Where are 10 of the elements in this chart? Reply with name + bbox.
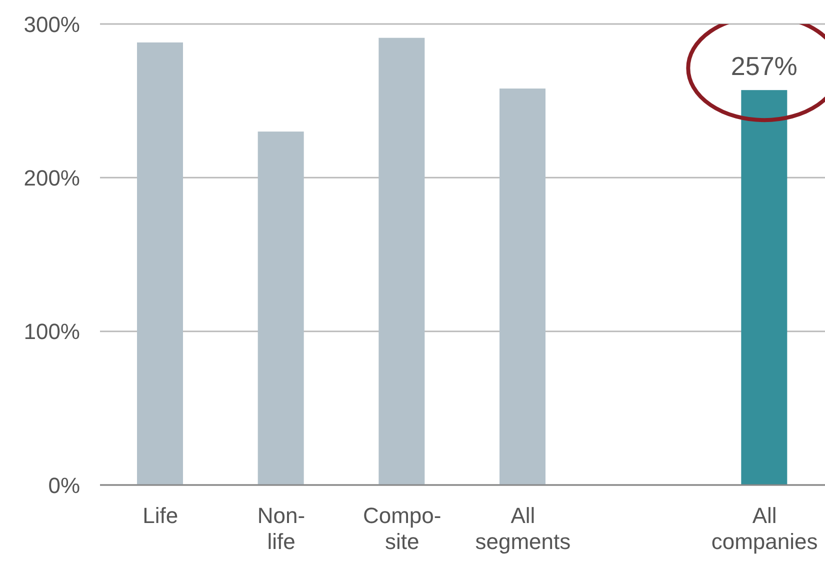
data-label: 257%: [730, 51, 798, 82]
y-tick-label: 100%: [24, 319, 80, 344]
y-tick-label: 300%: [24, 12, 80, 37]
y-tick-label: 200%: [24, 165, 80, 190]
x-tick-label: Non- life: [257, 503, 306, 554]
x-tick-label: All segments: [475, 503, 571, 554]
x-tick-label: All companies: [711, 503, 818, 554]
y-tick-label: 0%: [48, 472, 80, 498]
x-tick-label: Life: [142, 503, 178, 528]
x-tick-label: Compo- site: [362, 503, 442, 554]
